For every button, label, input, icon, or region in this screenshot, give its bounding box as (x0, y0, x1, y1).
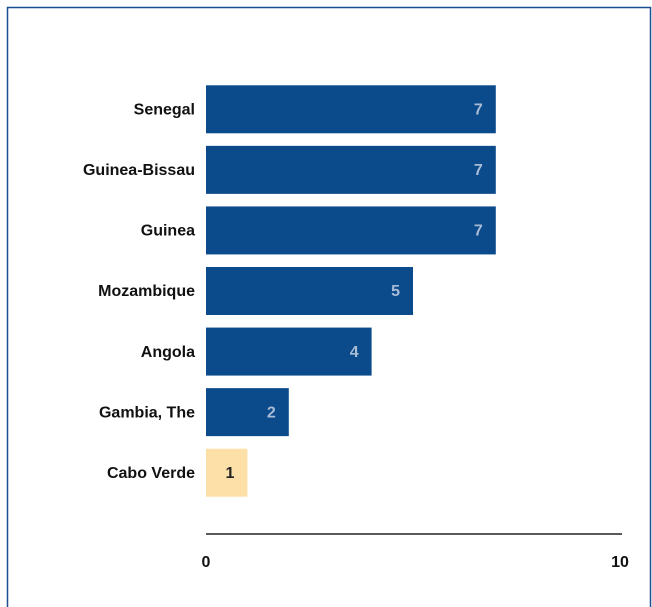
value-label: 1 (225, 465, 234, 482)
value-label: 7 (474, 102, 483, 119)
value-label: 7 (474, 223, 483, 240)
x-tick-label: 0 (202, 554, 211, 571)
value-label: 4 (350, 344, 359, 361)
bar (206, 85, 496, 134)
bar (206, 145, 496, 194)
value-label: 5 (391, 283, 400, 300)
bar (206, 206, 496, 255)
value-label: 2 (267, 404, 276, 421)
y-tick-label: Angola (141, 344, 195, 361)
y-tick-label: Cabo Verde (107, 465, 195, 482)
bar (206, 267, 413, 315)
y-tick-label: Guinea (141, 223, 195, 240)
bar (206, 388, 289, 437)
frame (6, 6, 652, 607)
y-tick-label: Gambia, The (99, 404, 195, 421)
y-tick-label: Mozambique (98, 283, 195, 300)
value-label: 7 (474, 162, 483, 179)
y-tick-label: Guinea-Bissau (83, 162, 195, 179)
y-tick-label: Senegal (134, 102, 195, 119)
bar (206, 327, 372, 376)
bar (206, 448, 248, 497)
x-tick-label: 10 (611, 554, 629, 571)
